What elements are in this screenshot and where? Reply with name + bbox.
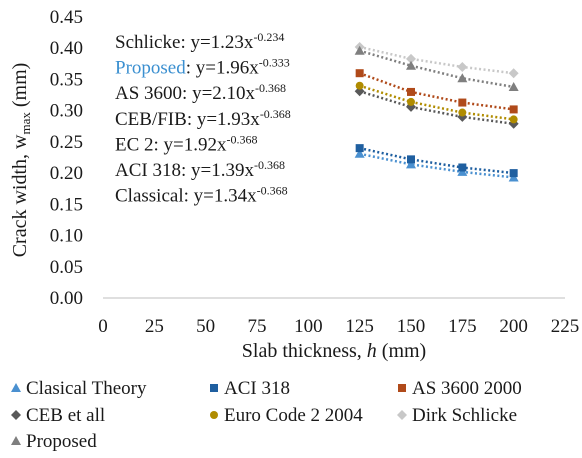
data-point xyxy=(406,60,416,70)
x-tick-label: 75 xyxy=(248,316,267,337)
equation-label: Schlicke: y=1.23x-0.234 xyxy=(115,30,284,53)
legend-marker xyxy=(210,384,218,392)
data-point xyxy=(458,98,467,107)
y-tick-label: 0.30 xyxy=(50,101,83,122)
legend-label: Euro Code 2 2004 xyxy=(224,405,363,426)
x-tick-label: 200 xyxy=(499,316,528,337)
legend-item: Clasical Theory xyxy=(11,378,147,399)
equation-label: Proposed: y=1.96x-0.333 xyxy=(115,56,290,79)
data-point xyxy=(407,97,415,106)
data-markers xyxy=(354,41,519,182)
x-tick-label: 0 xyxy=(98,316,108,337)
x-tick-label: 100 xyxy=(294,316,323,337)
equation-label: AS 3600: y=2.10x-0.368 xyxy=(115,81,286,104)
equation-annotations: Schlicke: y=1.23x-0.234 Proposed: y=1.96x… xyxy=(115,30,291,207)
legend: Clasical Theory ACI 318 AS 3600 2000 CEB et… xyxy=(11,378,522,452)
trendline xyxy=(359,72,514,111)
y-tick-label: 0.00 xyxy=(50,288,83,309)
legend-item: ACI 318 xyxy=(210,378,290,399)
y-tick-label: 0.45 xyxy=(50,7,83,28)
data-point xyxy=(457,61,468,72)
x-tick-label: 125 xyxy=(345,316,374,337)
data-point xyxy=(406,53,416,64)
legend-item: Proposed xyxy=(11,431,97,452)
data-point xyxy=(458,163,467,172)
y-tick-label: 0.20 xyxy=(50,163,83,184)
x-tick-label: 175 xyxy=(448,316,477,337)
trendline xyxy=(359,90,514,126)
trendline xyxy=(359,49,514,89)
data-point xyxy=(457,73,468,83)
data-point xyxy=(355,81,364,90)
trendline xyxy=(359,84,514,121)
legend-label: AS 3600 2000 xyxy=(412,378,522,399)
data-point xyxy=(509,115,518,124)
data-point xyxy=(407,155,415,164)
x-axis-title: Slab thickness, h (mm) xyxy=(242,340,426,362)
trendlines xyxy=(359,45,514,179)
x-tick-label: 25 xyxy=(145,316,164,337)
y-tick-label: 0.40 xyxy=(50,38,83,59)
data-point xyxy=(355,144,364,153)
y-tick-label: 0.10 xyxy=(50,226,83,247)
data-point xyxy=(508,81,519,91)
legend-marker xyxy=(398,384,406,392)
axes: 0.00 0.05 0.10 0.15 0.20 0.25 0.30 0.35 0.40 0.45… xyxy=(9,7,579,362)
equation-label: Classical: y=1.34x-0.368 xyxy=(115,184,288,207)
legend-marker xyxy=(397,410,407,420)
legend-marker xyxy=(11,383,21,392)
legend-label: Proposed xyxy=(26,431,97,452)
legend-label: ACI 318 xyxy=(224,378,290,399)
legend-item: Dirk Schlicke xyxy=(397,405,517,426)
legend-label: Clasical Theory xyxy=(26,378,147,399)
data-point xyxy=(508,68,519,79)
legend-marker xyxy=(11,436,21,445)
y-tick-label: 0.05 xyxy=(50,257,83,278)
legend-item: AS 3600 2000 xyxy=(398,378,522,399)
legend-label: CEB et all xyxy=(26,405,105,426)
y-tick-label: 0.35 xyxy=(50,69,83,90)
legend-label: Dirk Schlicke xyxy=(412,405,517,426)
data-point xyxy=(354,45,365,55)
data-point xyxy=(407,87,415,96)
equation-label: EC 2: y=1.92x-0.368 xyxy=(115,132,258,155)
data-point xyxy=(354,148,365,158)
data-point xyxy=(509,105,518,114)
data-point xyxy=(509,169,518,178)
data-point xyxy=(458,108,467,117)
equation-label: ACI 318: y=1.39x-0.368 xyxy=(115,158,285,181)
legend-marker xyxy=(210,411,218,419)
y-tick-label: 0.15 xyxy=(50,194,83,215)
data-point xyxy=(406,159,416,169)
legend-marker xyxy=(11,410,21,420)
x-tick-label: 50 xyxy=(196,316,215,337)
trendline xyxy=(359,45,514,75)
x-tick-label: 225 xyxy=(551,316,580,337)
legend-item: CEB et all xyxy=(11,405,105,426)
data-point xyxy=(355,69,364,78)
y-tick-label: 0.25 xyxy=(50,132,83,153)
legend-item: Euro Code 2 2004 xyxy=(210,405,363,426)
trendline xyxy=(359,146,514,175)
trendline xyxy=(359,152,514,179)
equation-label: CEB/FIB: y=1.93x-0.368 xyxy=(115,107,291,130)
y-axis-title: Crack width, wmax (mm) xyxy=(9,63,33,258)
x-tick-label: 150 xyxy=(397,316,426,337)
